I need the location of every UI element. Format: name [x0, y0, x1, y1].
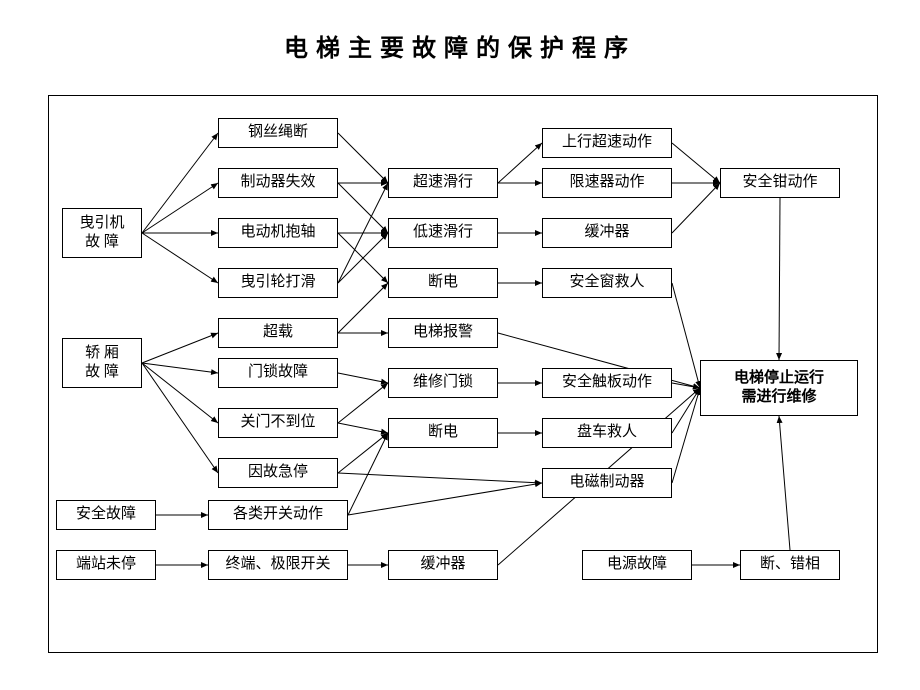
node-overspeed: 超速滑行 — [388, 168, 498, 198]
node-safety_fault: 安全故障 — [56, 500, 156, 530]
node-car_fault: 轿 厢 故 障 — [62, 338, 142, 388]
node-sheave_slip: 曳引轮打滑 — [218, 268, 338, 298]
node-window_rescue: 安全窗救人 — [542, 268, 672, 298]
node-safety_edge: 安全触板动作 — [542, 368, 672, 398]
node-door_notclose: 关门不到位 — [218, 408, 338, 438]
node-lowspeed: 低速滑行 — [388, 218, 498, 248]
node-traction_fault: 曳引机 故 障 — [62, 208, 142, 258]
diagram-title: 电梯主要故障的保护程序 — [0, 28, 920, 63]
node-alarm: 电梯报警 — [388, 318, 498, 348]
node-terminal_fault: 端站未停 — [56, 550, 156, 580]
node-buffer1: 缓冲器 — [542, 218, 672, 248]
node-governor: 限速器动作 — [542, 168, 672, 198]
node-power_fault: 电源故障 — [582, 550, 692, 580]
node-motor_seize: 电动机抱轴 — [218, 218, 338, 248]
node-safety_gear: 安全钳动作 — [720, 168, 840, 198]
node-phase_fault: 断、错相 — [740, 550, 840, 580]
node-stop_repair: 电梯停止运行 需进行维修 — [700, 360, 858, 416]
node-brake_fail: 制动器失效 — [218, 168, 338, 198]
node-emergency_stop: 因故急停 — [218, 458, 338, 488]
node-doorlock_fault: 门锁故障 — [218, 358, 338, 388]
node-overload: 超载 — [218, 318, 338, 348]
node-poweroff1: 断电 — [388, 268, 498, 298]
node-buffer2: 缓冲器 — [388, 550, 498, 580]
node-repair_lock: 维修门锁 — [388, 368, 498, 398]
node-up_overspeed: 上行超速动作 — [542, 128, 672, 158]
node-em_brake: 电磁制动器 — [542, 468, 672, 498]
node-switch_action: 各类开关动作 — [208, 500, 348, 530]
node-manual_rescue: 盘车救人 — [542, 418, 672, 448]
node-poweroff2: 断电 — [388, 418, 498, 448]
node-rope_break: 钢丝绳断 — [218, 118, 338, 148]
node-terminal_switch: 终端、极限开关 — [208, 550, 348, 580]
